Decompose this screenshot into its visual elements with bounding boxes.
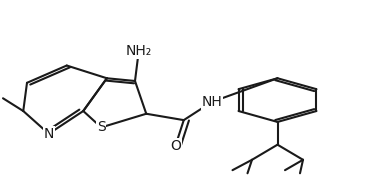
Text: NH₂: NH₂ [126,44,152,58]
Text: NH: NH [201,95,222,109]
Text: O: O [170,139,181,153]
Text: S: S [97,120,106,134]
Text: N: N [44,127,54,141]
